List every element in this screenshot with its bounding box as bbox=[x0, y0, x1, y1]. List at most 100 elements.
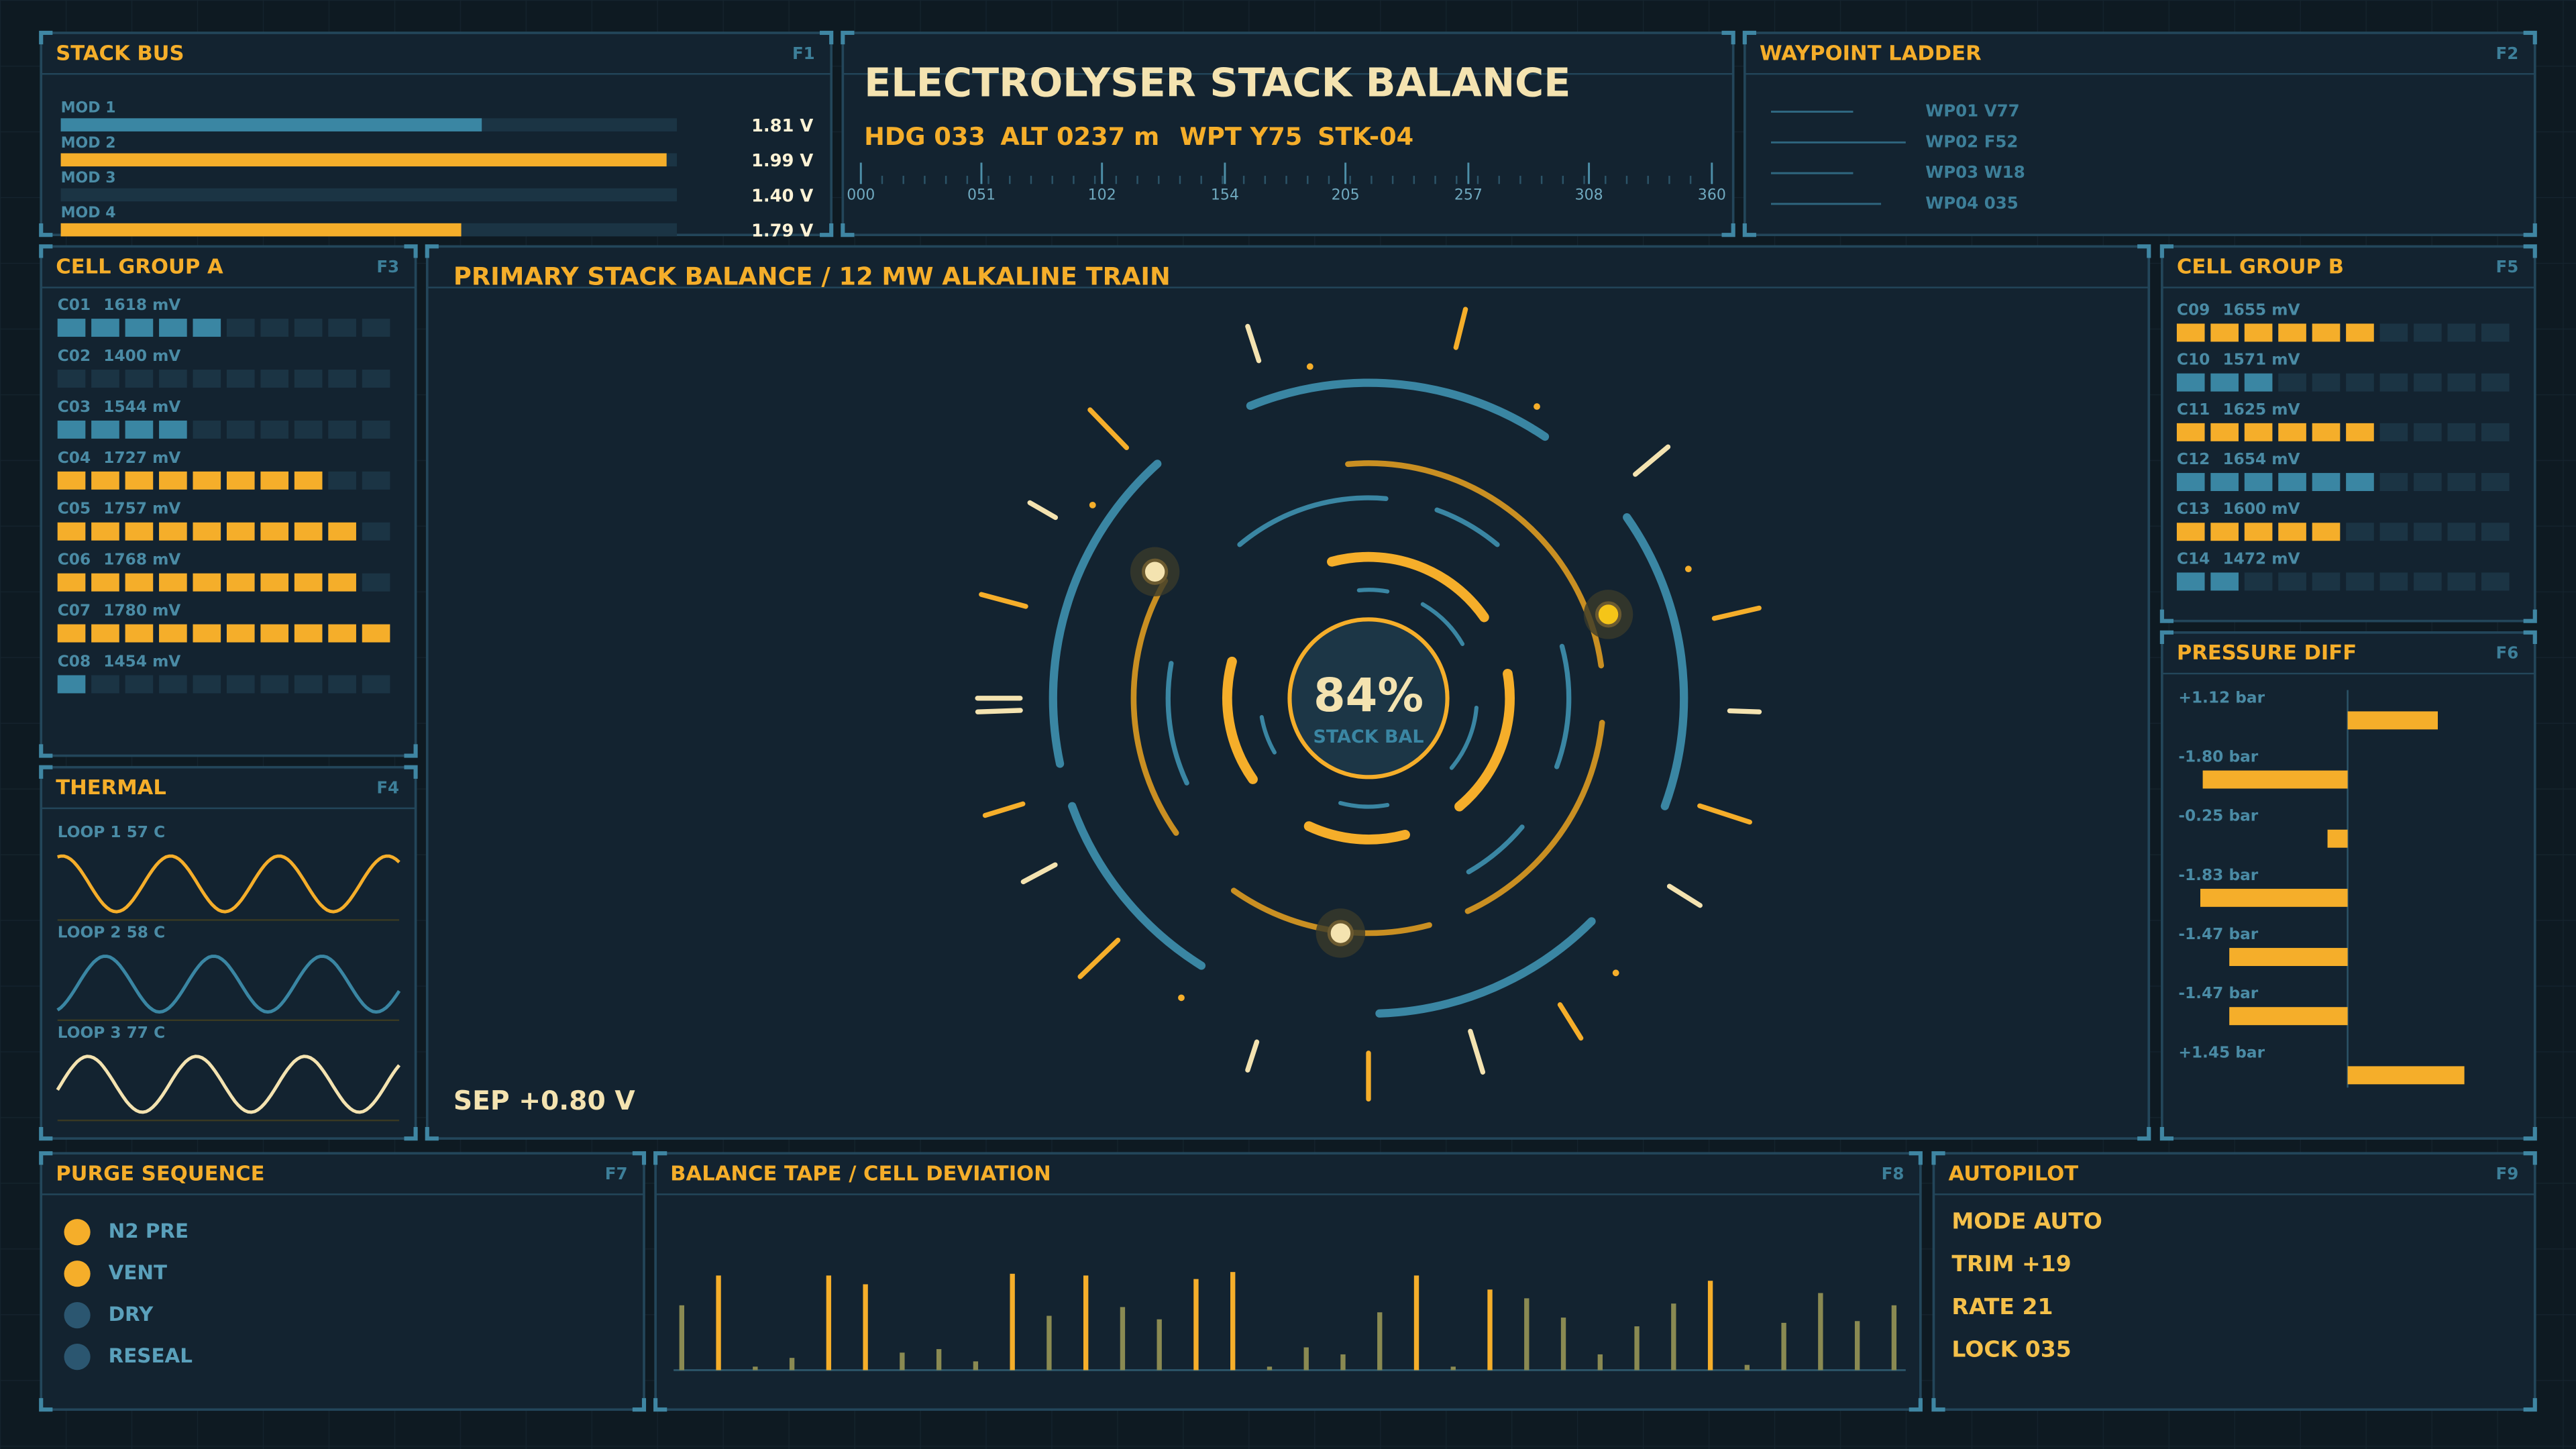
cell-segment bbox=[2481, 423, 2510, 441]
corner-bracket bbox=[1931, 1398, 1945, 1412]
module-bar bbox=[60, 153, 667, 167]
corner-bracket bbox=[1721, 223, 1735, 237]
cell-segment-lit bbox=[57, 471, 86, 490]
corner-bracket bbox=[2159, 1127, 2174, 1141]
corner-bracket bbox=[2523, 244, 2537, 258]
corner-bracket bbox=[425, 244, 439, 258]
cell-segment bbox=[2414, 523, 2442, 541]
ring-dot bbox=[1612, 969, 1619, 977]
ring-arc bbox=[1464, 720, 1605, 914]
cell-segment bbox=[2346, 373, 2374, 392]
cell-segment-lit bbox=[125, 624, 154, 643]
cell-segment bbox=[193, 370, 221, 388]
cell-segment-lit bbox=[159, 471, 187, 490]
cell-value: 1625 mV bbox=[2222, 400, 2300, 419]
cell-segment-lit bbox=[2210, 572, 2239, 591]
scale-label: 000 bbox=[847, 186, 875, 203]
corner-bracket bbox=[1931, 1151, 1945, 1165]
corner-bracket bbox=[820, 223, 834, 237]
cell-segment-lit bbox=[294, 471, 323, 490]
panel bbox=[40, 1152, 645, 1411]
corner-bracket bbox=[2523, 223, 2537, 237]
panel bbox=[654, 1152, 1922, 1411]
ring-arc bbox=[1130, 578, 1179, 836]
radial-tick bbox=[1666, 883, 1703, 908]
ring-arc bbox=[1165, 661, 1189, 786]
ring-dot bbox=[1306, 363, 1313, 370]
cell-segment-lit bbox=[193, 319, 221, 337]
cell-segment-lit bbox=[159, 420, 187, 439]
ring-arc bbox=[1375, 917, 1596, 1018]
pressure-label: +1.45 bar bbox=[2178, 1043, 2265, 1061]
cell-segment-lit bbox=[159, 624, 187, 643]
scale-label: 360 bbox=[1698, 186, 1726, 203]
cell-segment-lit bbox=[159, 573, 187, 592]
cell-segment-lit bbox=[2244, 423, 2273, 441]
tape-bar bbox=[1597, 1354, 1603, 1371]
ring-arc bbox=[1237, 495, 1389, 547]
pressure-bar bbox=[2200, 888, 2348, 907]
ring-dot bbox=[1684, 566, 1692, 573]
tape-bar bbox=[1891, 1305, 1897, 1371]
corner-bracket bbox=[2137, 244, 2151, 258]
cell-segment-lit bbox=[125, 522, 154, 541]
cell-segment bbox=[2414, 373, 2442, 392]
autopilot-item: TRIM +19 bbox=[1951, 1250, 2071, 1277]
cell-segment bbox=[328, 420, 356, 439]
cell-segment-lit bbox=[226, 624, 255, 643]
cell-segment-lit bbox=[125, 573, 154, 592]
panel-title: BALANCE TAPE / CELL DEVIATION bbox=[670, 1163, 1051, 1186]
cell-value: 1655 mV bbox=[2222, 301, 2300, 319]
module-label: MOD 2 bbox=[61, 135, 116, 152]
pressure-label: -0.25 bar bbox=[2178, 807, 2258, 825]
corner-bracket bbox=[2159, 630, 2174, 644]
tape-bar bbox=[679, 1305, 684, 1371]
cell-segment bbox=[2379, 423, 2408, 441]
tape-bar bbox=[1818, 1293, 1823, 1371]
corner-bracket bbox=[632, 1151, 647, 1165]
tape-bar bbox=[973, 1361, 979, 1371]
ring-arc bbox=[1327, 551, 1489, 623]
cell-segment bbox=[294, 370, 323, 388]
cell-segment bbox=[125, 370, 154, 388]
radial-tick bbox=[1727, 708, 1762, 714]
radial-tick bbox=[1087, 407, 1130, 451]
cell-segment bbox=[2447, 572, 2476, 591]
tape-bar bbox=[826, 1275, 832, 1371]
corner-bracket bbox=[39, 244, 53, 258]
cell-name: C12 bbox=[2177, 450, 2210, 468]
cell-segment bbox=[328, 319, 356, 337]
step-indicator bbox=[64, 1260, 91, 1287]
cell-segment bbox=[2447, 323, 2476, 342]
corner-bracket bbox=[39, 1127, 53, 1141]
autopilot-item: MODE AUTO bbox=[1951, 1208, 2102, 1234]
step-name: RESEAL bbox=[109, 1344, 193, 1367]
ring-arc bbox=[1420, 602, 1465, 647]
cell-segment bbox=[362, 420, 390, 439]
panel-key: F6 bbox=[2496, 643, 2519, 663]
step-name: VENT bbox=[109, 1261, 167, 1284]
cell-segment bbox=[362, 573, 390, 592]
cell-value: 1600 mV bbox=[2222, 500, 2300, 518]
tape-bar bbox=[789, 1358, 795, 1371]
cell-name: C03 bbox=[58, 398, 91, 416]
pressure-bar bbox=[2202, 770, 2348, 789]
cell-segment bbox=[2278, 373, 2306, 392]
ring-arc bbox=[1259, 714, 1277, 755]
scale-label: 308 bbox=[1575, 186, 1603, 203]
cell-segment bbox=[2414, 323, 2442, 342]
corner-bracket bbox=[653, 1151, 667, 1165]
cell-segment-lit bbox=[57, 573, 86, 592]
panel-key: F8 bbox=[1882, 1164, 1904, 1183]
loop-label: LOOP 2 58 C bbox=[58, 924, 165, 942]
separation-readout: SEP +0.80 V bbox=[453, 1086, 635, 1116]
panel-title: PURGE SEQUENCE bbox=[56, 1163, 264, 1186]
corner-bracket bbox=[2523, 1127, 2537, 1141]
cell-name: C04 bbox=[58, 449, 91, 467]
autopilot-item: LOCK 035 bbox=[1951, 1336, 2071, 1362]
module-value: 1.81 V bbox=[751, 116, 813, 136]
cell-segment-lit bbox=[362, 624, 390, 643]
cell-segment-lit bbox=[294, 624, 323, 643]
tape-bar bbox=[1303, 1347, 1309, 1371]
corner-bracket bbox=[2137, 1127, 2151, 1141]
